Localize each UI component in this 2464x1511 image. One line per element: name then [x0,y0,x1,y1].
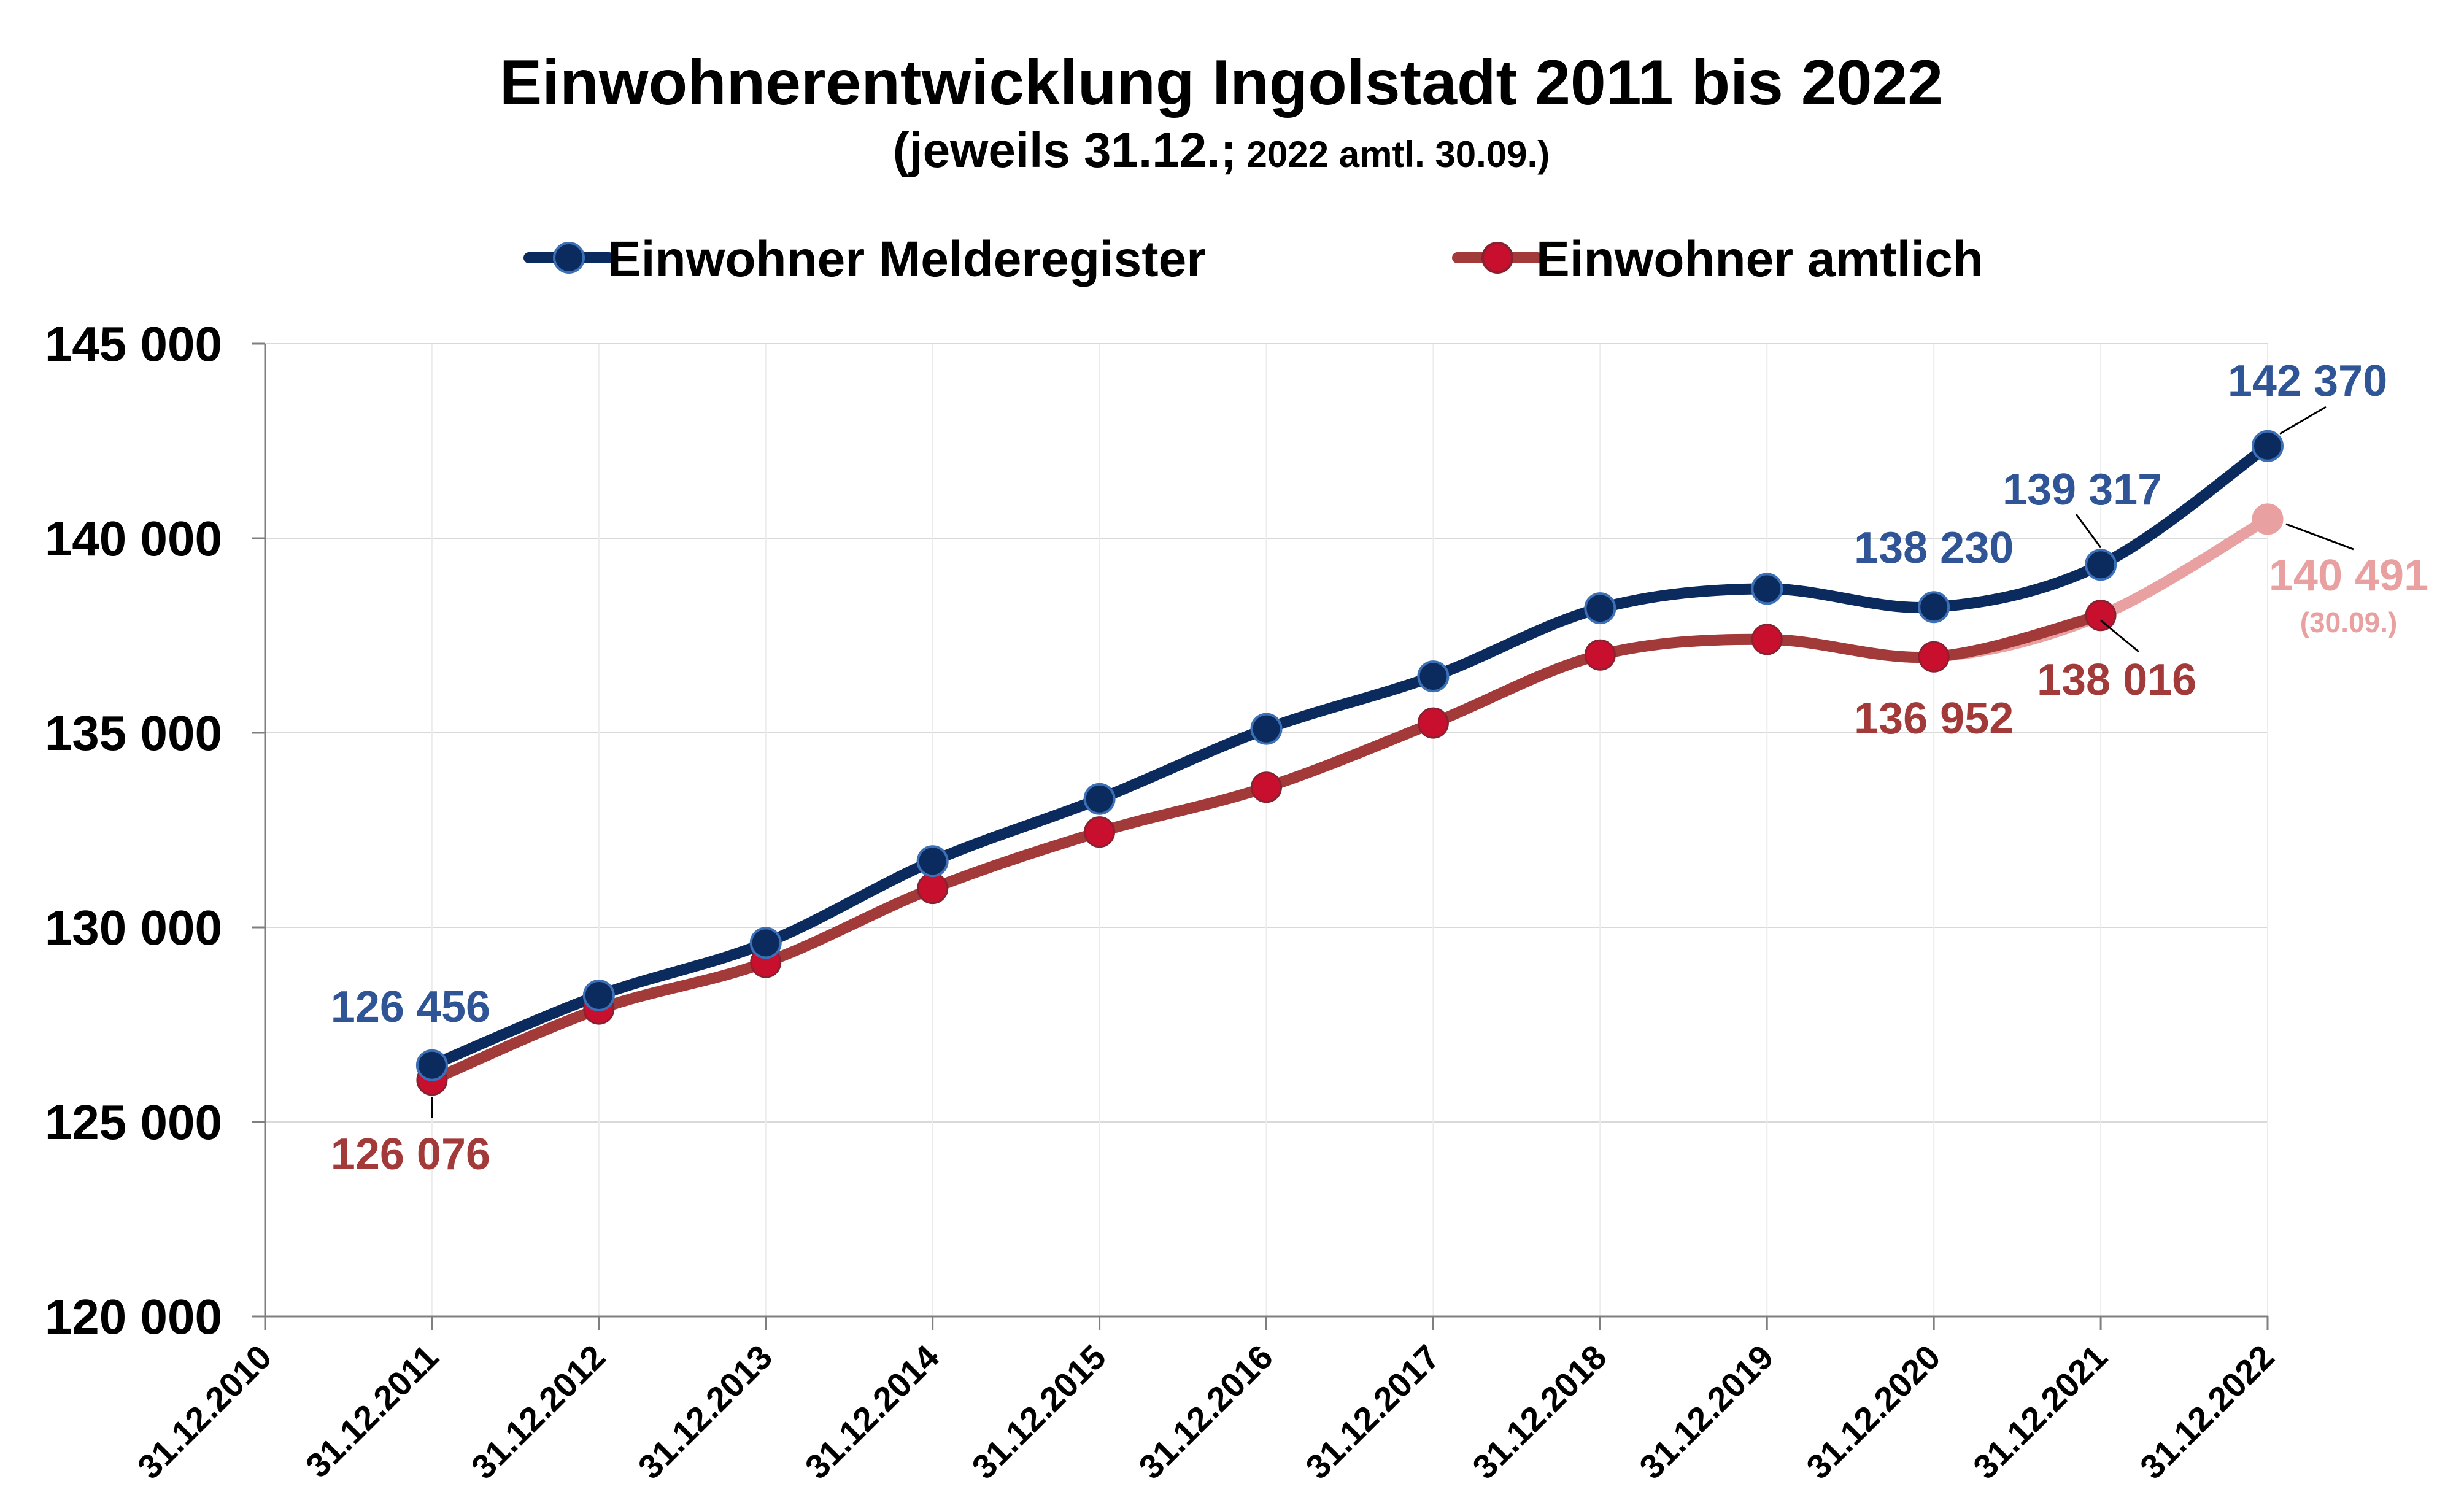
chart-subtitle-main: (jeweils 31.12.; [893,123,1237,177]
y-tick-label: 140 000 [45,511,222,566]
data-labels: 126 456 126 076 138 230 136 952 139 317 138 0… [331,357,2428,1179]
leader-melderegister-2021 [2075,514,2102,549]
marker-amtlich [2252,503,2284,535]
leader-amtlich-2021 [2100,619,2140,653]
series-line-melderegister [426,440,2273,1071]
data-label-amtlich-2022-note: (30.09.) [2300,606,2398,638]
marker-melderegister [2085,549,2117,581]
y-tick-label: 135 000 [45,706,222,760]
marker-melderegister [749,927,782,959]
chart-title: Einwohnerentwicklung Ingolstadt 2011 bis… [500,47,1943,118]
marker-melderegister [1751,573,1783,605]
data-label-melderegister-2011: 126 456 [331,983,490,1032]
y-tick-label: 125 000 [45,1095,222,1150]
data-label-amtlich-2020: 136 952 [1854,694,2014,743]
chart-subtitle-small: 2022 amtl. 30.09.) [1247,134,1550,175]
marker-melderegister [1584,592,1616,625]
leader-amtlich-2022 [2285,523,2354,551]
series-layer [415,430,2284,1096]
marker-melderegister [1918,591,1950,624]
data-label-amtlich-2022: 140 491 [2269,551,2428,600]
marker-melderegister [1250,713,1283,745]
y-tick-label: 120 000 [45,1289,222,1344]
marker-amtlich [1417,707,1449,739]
marker-amtlich [2085,600,2117,632]
data-label-melderegister-2021: 139 317 [2002,465,2162,514]
marker-amtlich [1918,641,1950,673]
marker-amtlich [917,873,949,905]
legend-melderegister-label: Einwohner Melderegister [608,231,1206,287]
marker-amtlich [1584,639,1616,671]
legend-melderegister-marker [553,242,585,274]
data-label-amtlich-2011: 126 076 [331,1130,490,1179]
legend-amtlich-label: Einwohner amtlich [1536,231,1983,287]
marker-melderegister [582,979,615,1011]
data-label-melderegister-2020: 138 230 [1854,524,2014,573]
marker-melderegister [1417,660,1450,693]
y-tick-label: 130 000 [45,900,222,955]
data-label-amtlich-2021: 138 016 [2037,655,2196,705]
y-tick-label: 145 000 [45,317,222,371]
marker-amtlich [1251,771,1282,803]
marker-melderegister [2252,430,2284,462]
chart-subtitle: (jeweils 31.12.; 2022 amtl. 30.09.) [893,123,1550,177]
gridlines [265,343,2268,1316]
data-label-melderegister-2022: 142 370 [2228,357,2387,406]
marker-melderegister [415,1049,448,1081]
leader-melderegister-2022 [2279,406,2327,435]
marker-amtlich [1084,816,1116,848]
axes [252,342,2269,1330]
y-axis-tick-labels: 145 000 140 000 135 000 130 000 125 000 120 0… [45,317,222,1344]
marker-amtlich [1751,624,1783,655]
legend-amtlich-marker [1481,242,1513,274]
marker-melderegister [916,845,949,878]
legend: Einwohner Melderegister Einwohner amtlich [523,231,1983,287]
marker-melderegister [1083,783,1116,815]
